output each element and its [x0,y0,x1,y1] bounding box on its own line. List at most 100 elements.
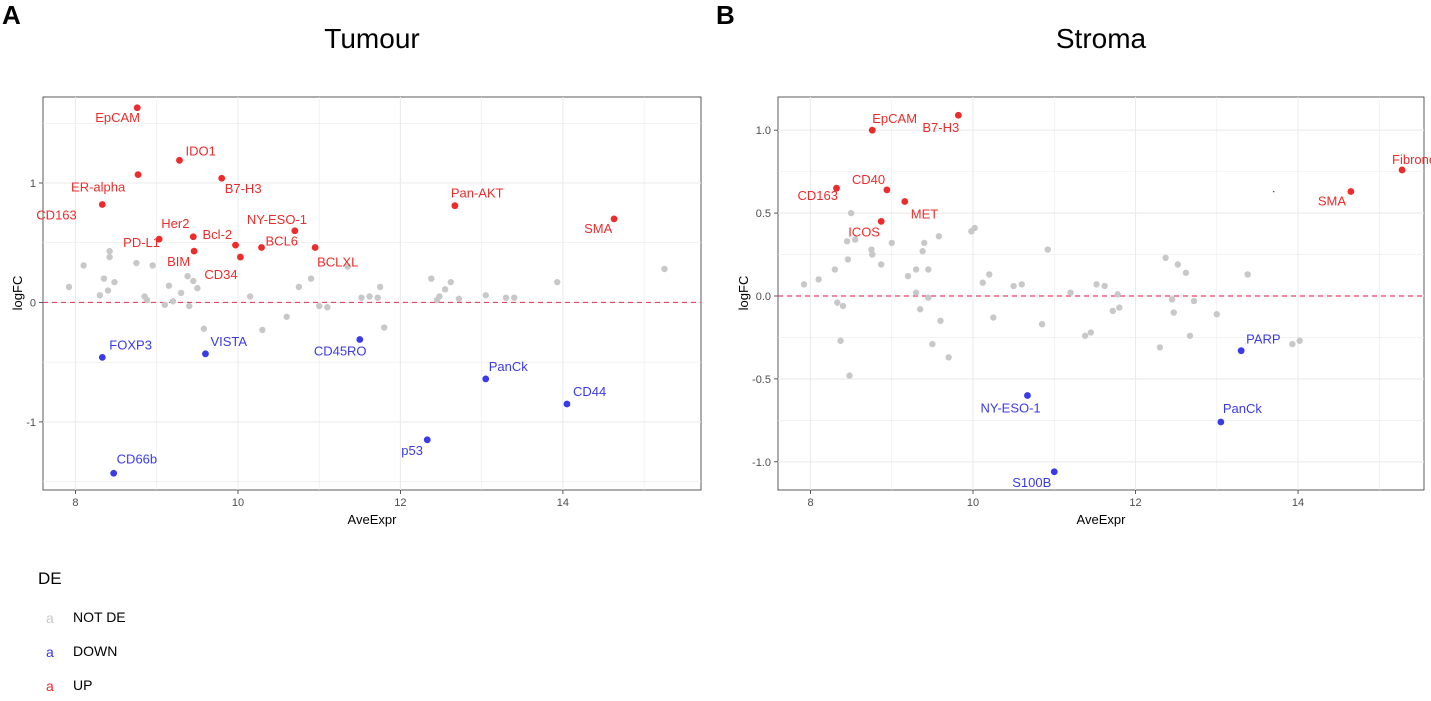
point-not-de [1186,332,1194,339]
point-label: SMA [584,221,613,236]
point-not-de [904,272,912,280]
point-up [291,227,299,235]
point-up [258,244,265,251]
y-tick-label: -0.5 [752,374,771,386]
point-label: Her2 [161,216,189,231]
point-not-de [80,262,87,269]
point-label: PanCk [1223,401,1263,416]
point-up [155,235,163,243]
y-tick-label: 1.0 [756,125,771,137]
point-label: S100B [1012,475,1051,490]
legend: DE a NOT DE a DOWN a UP [38,569,126,694]
point-not-de [1289,340,1296,348]
point-up [176,156,183,164]
point-down [1217,418,1225,426]
point-not-de [1101,282,1108,290]
y-tick-label: 0 [30,297,36,309]
point-not-de [184,272,191,280]
point-not-de [1190,297,1198,305]
point-not-de [1018,281,1025,288]
point-not-de [844,256,852,263]
grid-stroma [778,97,1424,490]
point-up [833,184,840,192]
points-stroma [800,111,1406,476]
point-not-de [200,325,208,332]
x-tick-label: 12 [1129,497,1141,509]
point-not-de [143,296,151,304]
point-not-de [986,271,993,278]
point-down [202,350,209,358]
point-label: B7-H3 [922,120,959,135]
point-not-de [374,294,381,301]
point-label: ICOS [848,224,880,239]
point-not-de [1067,289,1074,296]
point-not-de [283,313,290,320]
x-tick-label: 14 [557,497,569,509]
point-not-de [376,283,384,291]
x-tick-label: 10 [232,497,244,509]
point-not-de [935,233,943,240]
panel-tumour: A Tumour 8 10 12 14 -1 0 1 EpCAM IDO1 ER-alpha B7… [2,0,702,527]
point-not-de [1296,337,1303,344]
legend-key-glyph: a [46,644,54,660]
point-labels-stroma: EpCAM B7-H3 CD40 CD163 MET ICOS Fibronectin SMA… [798,111,1431,490]
point-not-de [919,248,926,255]
y-tick-label: 1 [30,178,36,190]
point-not-de [888,239,895,247]
point-not-de [366,293,373,300]
point-not-de [834,299,841,306]
y-tick-label: 0.0 [756,291,771,303]
point-not-de [295,283,303,291]
point-up [190,247,198,255]
point-down [1237,347,1245,355]
point-not-de [186,302,193,310]
point-labels-tumour: EpCAM IDO1 ER-alpha B7-H3 CD163 Pan-AKT SMA NY-… [36,110,612,467]
point-not-de [1038,320,1046,328]
point-not-de [358,294,365,301]
legend-key-glyph: a [46,678,54,694]
point-not-de [839,302,847,310]
point-label: PARP [1246,332,1280,347]
point-up [237,253,244,261]
point-down [98,354,106,361]
point-label: CD34 [204,267,237,282]
x-tick-label: 8 [807,497,813,509]
point-not-de [1174,261,1181,268]
point-not-de [96,292,104,299]
point-not-de [324,304,331,311]
point-not-de [169,298,177,305]
point-up [1398,166,1406,174]
point-label: SMA [1318,194,1347,209]
point-not-de [1170,309,1177,316]
point-not-de [190,277,197,285]
point-not-de [925,266,932,273]
point-not-de [447,278,454,286]
point-not-de [1116,304,1123,311]
point-up [189,233,197,241]
stray-mark [1272,190,1275,193]
plot-area-tumour [42,96,702,491]
legend-key-glyph: a [46,610,54,626]
point-not-de [259,326,266,334]
x-axis-label-tumour: AveExpr [348,512,398,527]
point-up [901,198,909,205]
point-up [451,202,459,210]
point-not-de [111,278,118,286]
y-tick-label: -1 [26,417,36,429]
y-tick-label: -1.0 [752,457,771,469]
point-not-de [1093,281,1100,288]
point-not-de [1081,332,1089,339]
point-not-de [661,265,668,273]
point-down [482,375,490,383]
point-up [232,241,239,249]
point-not-de [921,239,928,247]
point-label: Bcl-2 [203,227,233,242]
point-not-de [945,354,952,361]
y-axis-label-tumour: logFC [10,276,25,311]
x-tick-label: 14 [1292,497,1304,509]
point-not-de [1044,246,1051,253]
point-label: MET [911,206,939,221]
point-not-de [925,294,932,301]
point-not-de [846,372,853,379]
